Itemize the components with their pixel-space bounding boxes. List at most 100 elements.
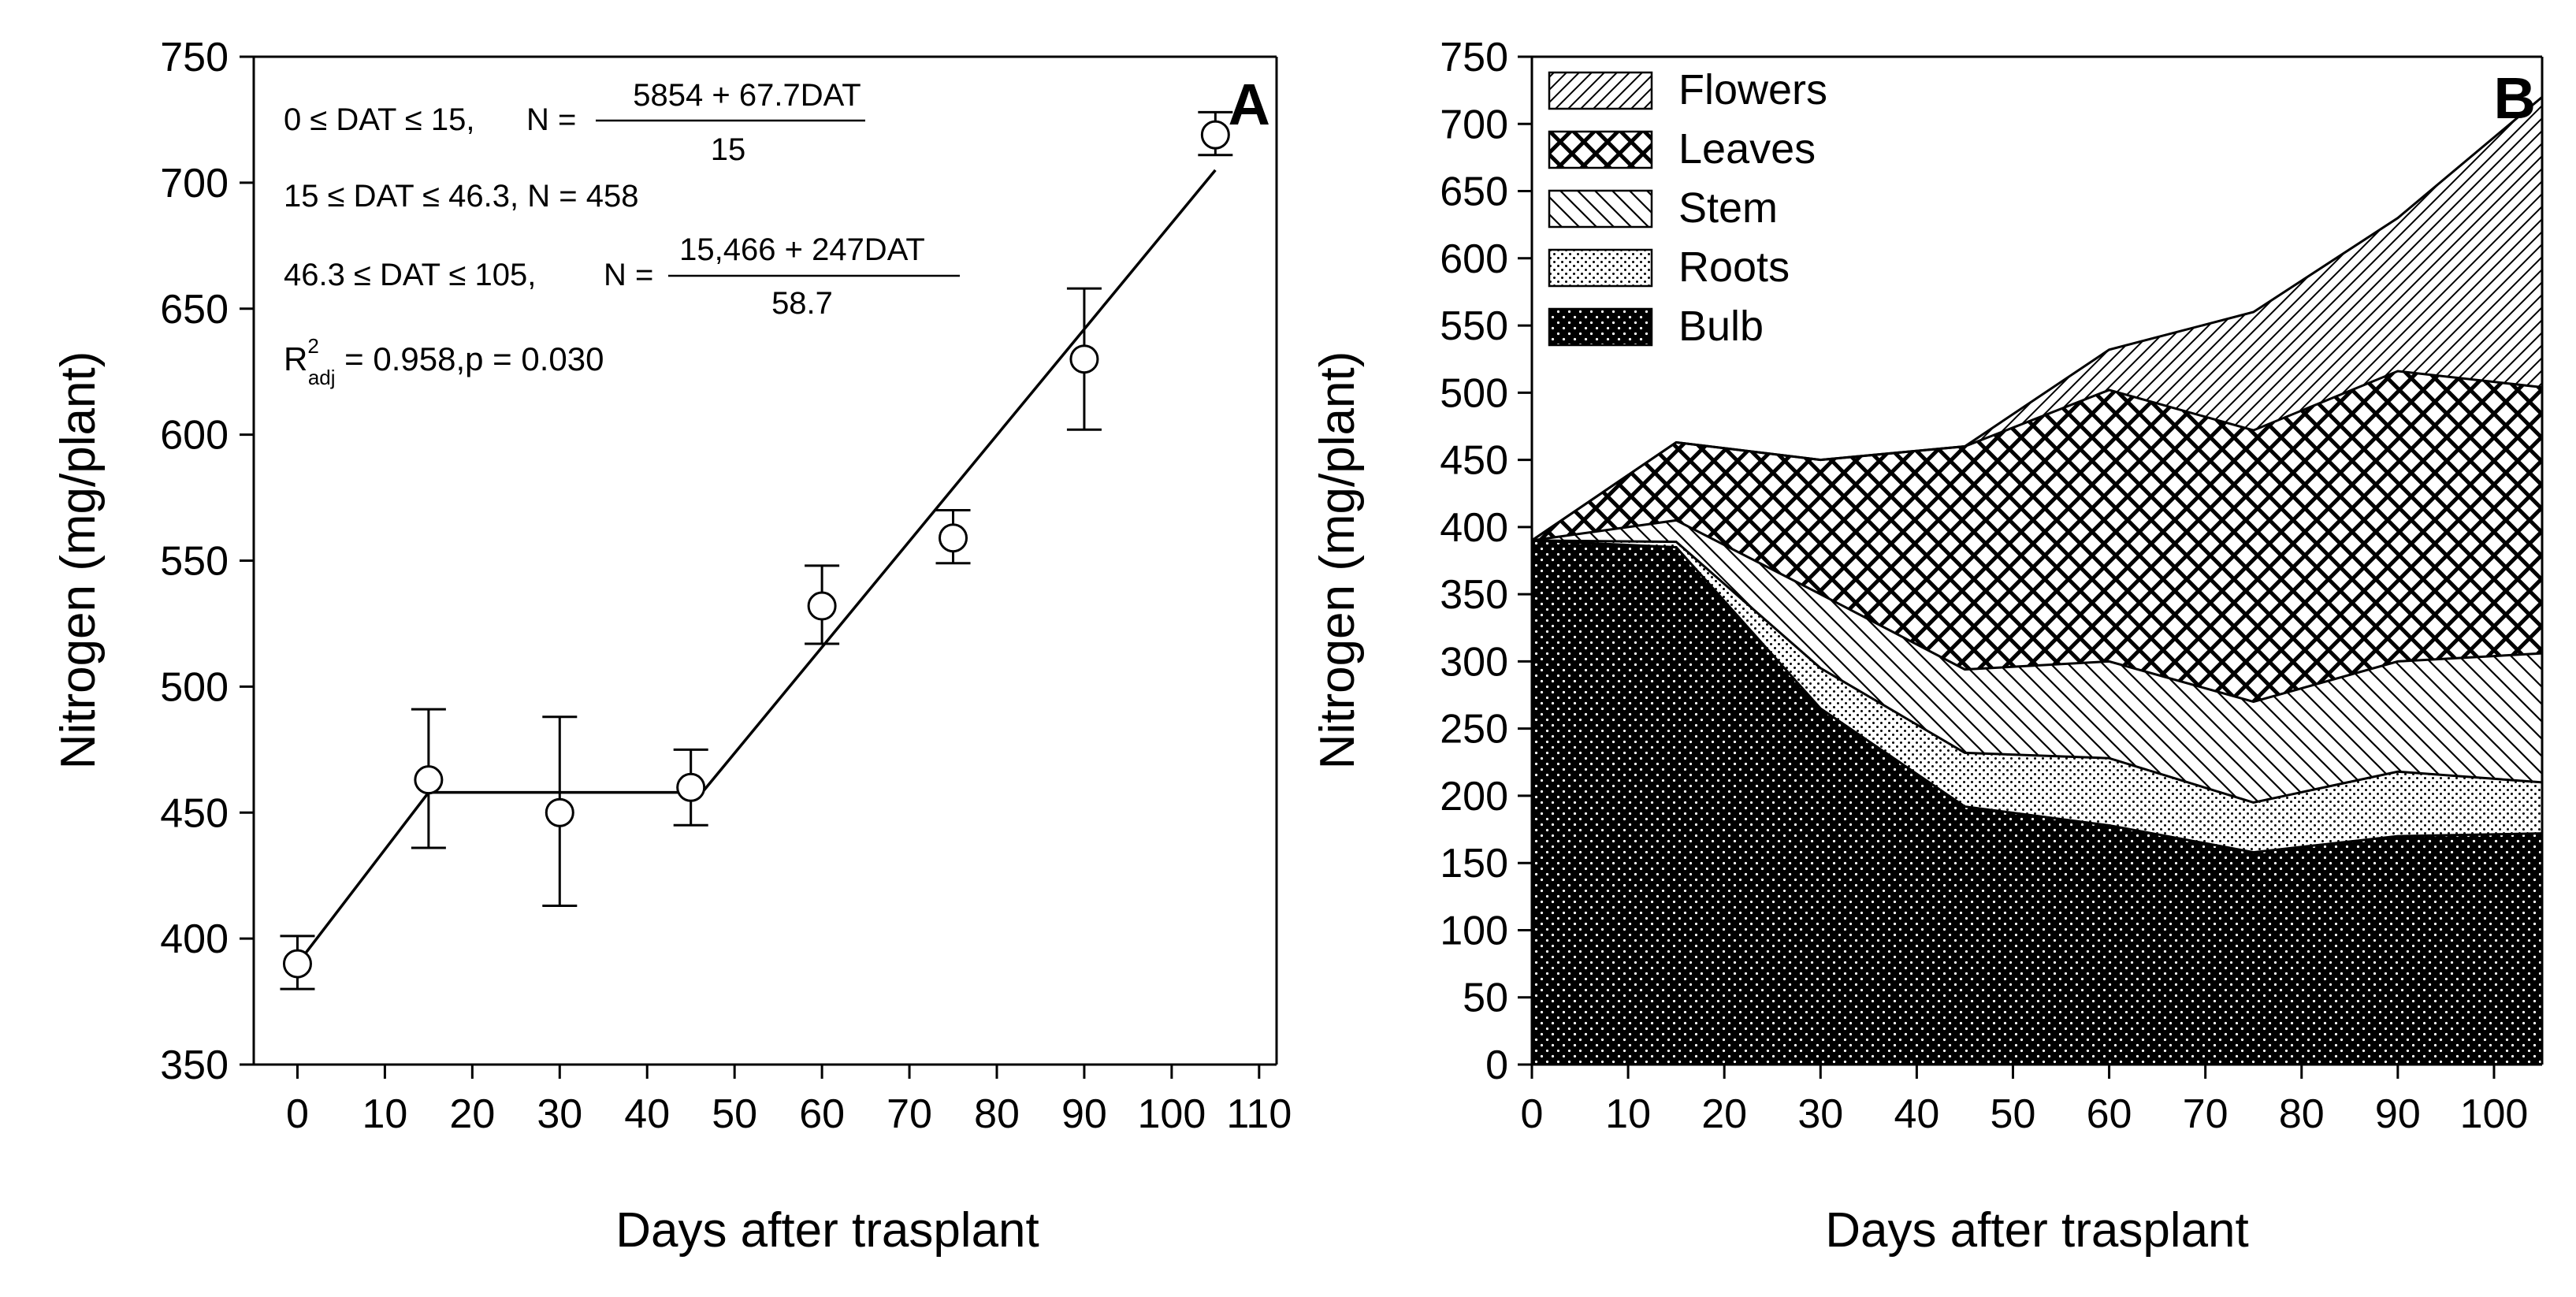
y-tick-label: 0 — [1485, 1042, 1508, 1088]
boundary-stem — [1531, 518, 2543, 704]
legend-label-stem: Stem — [1678, 184, 1778, 232]
x-tick-label: 90 — [2375, 1091, 2421, 1137]
y-tick-label: 400 — [1440, 505, 1508, 551]
panel-b-legend: Flowers Leaves Stem Roots Bulb — [1548, 66, 1827, 350]
panel-a: 0 10 20 30 40 50 60 70 80 90 100 110 350 400 450 500 550… — [51, 35, 1292, 1258]
y-tick-label: 700 — [160, 161, 229, 206]
eq1-condition: 0 ≤ DAT ≤ 15, — [284, 102, 475, 137]
data-point — [1200, 120, 1230, 150]
y-tick-label: 500 — [160, 664, 229, 710]
x-tick-label: 80 — [2279, 1091, 2325, 1137]
x-tick-label: 0 — [1521, 1091, 1544, 1137]
boundary-bulb — [1531, 539, 2543, 854]
legend-label-leaves: Leaves — [1678, 125, 1816, 173]
x-tick-label: 100 — [1137, 1091, 1206, 1137]
y-tick-label: 750 — [160, 35, 229, 80]
y-tick-label: 50 — [1463, 976, 1508, 1021]
x-tick-label: 60 — [799, 1091, 845, 1137]
x-tick-label: 60 — [2087, 1091, 2132, 1137]
legend-label-roots: Roots — [1678, 243, 1790, 291]
x-tick-label: 30 — [1797, 1091, 1843, 1137]
area-leaves — [1532, 371, 2542, 702]
eq2: 15 ≤ DAT ≤ 46.3, N = 458 — [284, 179, 638, 214]
x-tick-label: 40 — [1894, 1091, 1939, 1137]
x-tick-label: 70 — [887, 1091, 932, 1137]
eq1-lhs: N = — [526, 102, 576, 137]
x-tick-label: 70 — [2183, 1091, 2228, 1137]
y-tick-label: 450 — [160, 790, 229, 836]
x-tick-label: 10 — [1605, 1091, 1651, 1137]
panel-a-equations: 0 ≤ DAT ≤ 15, N = 5854 + 67.7DAT 15 15 ≤… — [284, 78, 960, 389]
eq3-lhs: N = — [604, 258, 653, 292]
legend-swatch-leaves — [1548, 130, 1653, 169]
y-tick-label: 150 — [1440, 841, 1508, 886]
legend-label-flowers: Flowers — [1678, 66, 1827, 113]
eq3-condition: 46.3 ≤ DAT ≤ 105, — [284, 258, 536, 292]
panel-b-ticks: 0 10 20 30 40 50 60 70 80 90 100 0 50 100 150 200 250 300… — [1440, 35, 2528, 1137]
area-bulb — [1532, 540, 2542, 1065]
area-stem — [1532, 520, 2542, 803]
panel-a-fit-line — [296, 169, 1217, 965]
fit-line — [296, 169, 1217, 965]
y-tick-label: 500 — [1440, 370, 1508, 416]
x-tick-label: 80 — [974, 1091, 1020, 1137]
x-tick-label: 0 — [286, 1091, 309, 1137]
y-tick-label: 350 — [160, 1042, 229, 1088]
panel-b-y-title: Nitrogen (mg/plant) — [1310, 351, 1365, 770]
data-point — [1069, 344, 1099, 374]
panel-a-y-title: Nitrogen (mg/plant) — [51, 351, 106, 770]
data-point — [939, 523, 968, 553]
panel-b-x-title: Days after trasplant — [1825, 1203, 2249, 1258]
panel-b-areas — [1532, 97, 2542, 1065]
y-tick-label: 550 — [160, 539, 229, 585]
x-tick-label: 110 — [1226, 1091, 1292, 1137]
y-tick-label: 250 — [1440, 707, 1508, 753]
y-tick-label: 750 — [1440, 35, 1508, 80]
panel-a-ticks: 0 10 20 30 40 50 60 70 80 90 100 110 350 400 450 500 550… — [160, 35, 1292, 1137]
y-tick-label: 300 — [1440, 639, 1508, 685]
panel-b: 0 10 20 30 40 50 60 70 80 90 100 0 50 100 150 200 250 300… — [1310, 35, 2544, 1258]
boundary-flowers — [1531, 96, 2543, 542]
eq1-numerator: 5854 + 67.7DAT — [633, 78, 861, 113]
x-tick-label: 90 — [1061, 1091, 1107, 1137]
panel-a-label: A — [1229, 72, 1270, 137]
data-point — [282, 949, 312, 979]
area-roots — [1532, 540, 2542, 853]
y-tick-label: 700 — [1440, 102, 1508, 147]
x-tick-label: 50 — [1991, 1091, 2036, 1137]
y-tick-label: 550 — [1440, 303, 1508, 349]
y-tick-label: 400 — [160, 916, 229, 962]
data-point — [807, 591, 837, 621]
y-tick-label: 600 — [1440, 236, 1508, 282]
panel-a-points — [280, 110, 1233, 990]
y-tick-label: 450 — [1440, 438, 1508, 484]
x-tick-label: 40 — [624, 1091, 670, 1137]
y-tick-label: 100 — [1440, 908, 1508, 953]
panel-a-x-title: Days after trasplant — [615, 1203, 1039, 1258]
panel-b-label: B — [2494, 65, 2536, 131]
panel-b-boundaries — [1531, 96, 2543, 854]
x-tick-label: 20 — [449, 1091, 495, 1137]
x-tick-label: 100 — [2460, 1091, 2529, 1137]
y-tick-label: 650 — [1440, 169, 1508, 215]
legend-swatch-roots — [1548, 248, 1653, 288]
x-tick-label: 10 — [362, 1091, 407, 1137]
data-point — [414, 765, 444, 795]
legend-swatch-bulb — [1548, 307, 1653, 347]
y-tick-label: 350 — [1440, 572, 1508, 618]
y-tick-label: 200 — [1440, 774, 1508, 819]
x-tick-label: 30 — [537, 1091, 582, 1137]
data-point — [676, 772, 706, 802]
y-tick-label: 650 — [160, 287, 229, 333]
x-tick-label: 20 — [1701, 1091, 1747, 1137]
r-squared: R2 adj = 0.958,p = 0.030 — [284, 334, 604, 389]
boundary-roots — [1531, 539, 2543, 805]
legend-swatch-stem — [1548, 189, 1653, 229]
y-tick-label: 600 — [160, 413, 229, 459]
data-point — [545, 797, 574, 827]
area-flowers — [1532, 97, 2542, 541]
eq1-denominator: 15 — [711, 132, 746, 167]
eq3-denominator: 58.7 — [771, 286, 833, 321]
eq3-numerator: 15,466 + 247DAT — [679, 232, 925, 267]
